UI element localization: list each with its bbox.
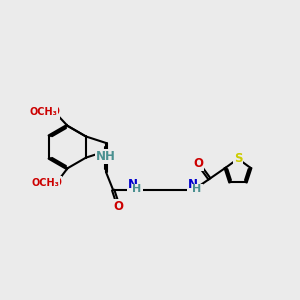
Text: O: O: [193, 157, 203, 170]
Text: NH: NH: [96, 150, 116, 163]
Text: N: N: [188, 178, 198, 191]
Text: OCH₃: OCH₃: [29, 107, 57, 117]
Text: S: S: [234, 152, 242, 165]
Text: O: O: [113, 200, 124, 213]
Text: OCH₃: OCH₃: [31, 178, 59, 188]
Text: H: H: [193, 184, 202, 194]
Text: O: O: [49, 105, 59, 118]
Text: N: N: [128, 178, 138, 191]
Text: O: O: [51, 176, 62, 190]
Text: H: H: [132, 184, 142, 194]
